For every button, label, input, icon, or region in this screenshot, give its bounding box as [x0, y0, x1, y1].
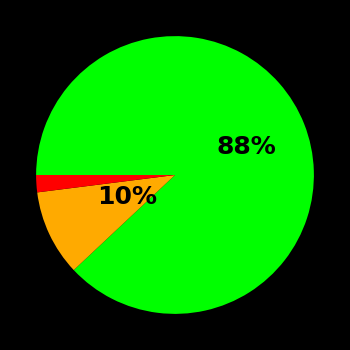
Wedge shape [37, 175, 175, 270]
Text: 88%: 88% [216, 135, 276, 159]
Wedge shape [36, 175, 175, 192]
Wedge shape [36, 36, 314, 314]
Text: 10%: 10% [97, 186, 157, 209]
